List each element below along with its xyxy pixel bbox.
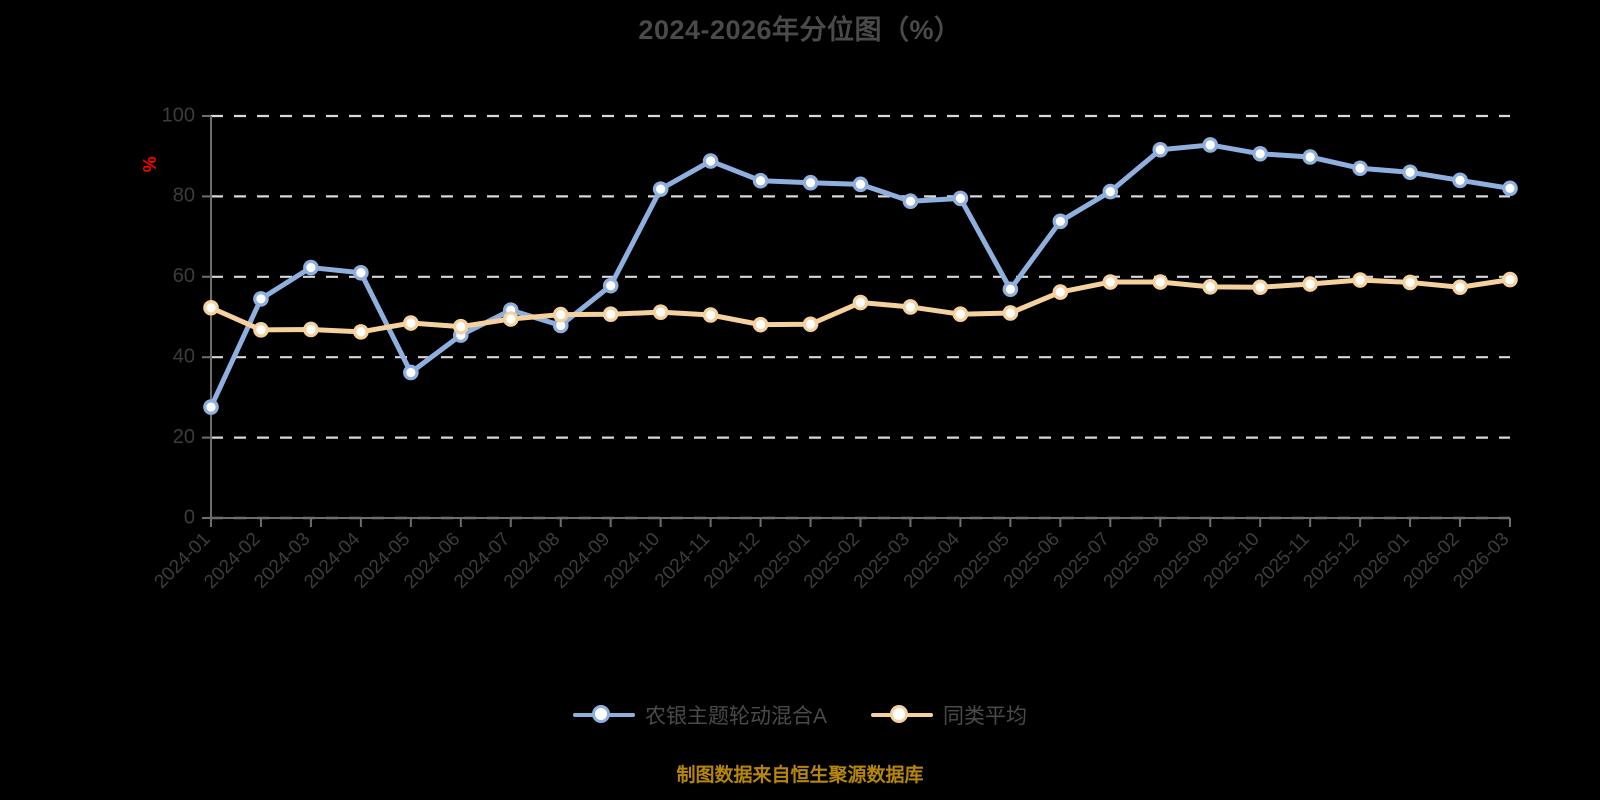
data-point[interactable] (702, 307, 719, 323)
data-point[interactable] (1502, 180, 1518, 197)
data-point[interactable] (902, 299, 919, 315)
data-point[interactable] (602, 277, 619, 294)
legend-dot-icon (890, 705, 908, 723)
x-tick-label: 2025-10 (1200, 529, 1264, 593)
data-point[interactable] (1252, 279, 1268, 296)
data-point[interactable] (1502, 271, 1518, 288)
data-point[interactable] (902, 193, 919, 210)
data-point[interactable] (453, 318, 469, 335)
data-point[interactable] (403, 315, 419, 331)
data-point[interactable] (353, 324, 369, 340)
data-point[interactable] (1202, 279, 1219, 295)
data-point[interactable] (952, 306, 969, 322)
data-point[interactable] (852, 176, 869, 193)
data-point[interactable] (1452, 172, 1468, 189)
data-point[interactable] (1352, 160, 1368, 177)
series-lines-group (203, 137, 1518, 415)
data-point[interactable] (303, 321, 319, 338)
legend-item-1[interactable]: 同类平均 (871, 700, 1027, 730)
legend-label: 农银主题轮动混合A (644, 705, 827, 728)
data-point[interactable] (702, 153, 719, 169)
data-point[interactable] (1152, 141, 1169, 158)
data-point[interactable] (1002, 305, 1019, 321)
data-point[interactable] (1052, 284, 1069, 300)
data-point[interactable] (852, 294, 869, 311)
y-tick-label: 100 (162, 104, 195, 126)
data-point[interactable] (403, 364, 419, 381)
data-point[interactable] (203, 299, 219, 316)
data-point[interactable] (752, 172, 769, 189)
data-point[interactable] (253, 291, 269, 307)
y-tick-label: 60 (173, 265, 195, 287)
chart-legend: 农银主题轮动混合A 同类平均 (0, 700, 1600, 730)
legend-item-0[interactable]: 农银主题轮动混合A (572, 700, 827, 730)
y-tick-label: 40 (173, 345, 195, 367)
data-point[interactable] (652, 181, 669, 197)
data-point[interactable] (1002, 281, 1019, 298)
data-point[interactable] (203, 399, 219, 415)
data-point[interactable] (253, 322, 269, 338)
legend-label: 同类平均 (943, 705, 1027, 728)
data-point[interactable] (1302, 149, 1318, 165)
footer-source-note: 制图数据来自恒生聚源数据库 (676, 765, 924, 786)
data-point[interactable] (1202, 137, 1219, 153)
data-point[interactable] (1102, 274, 1119, 290)
data-point[interactable] (1252, 145, 1268, 162)
legend-dot-icon (591, 705, 610, 723)
y-axis-unit-label: % (140, 156, 160, 172)
axis-lines-group (210, 116, 1510, 519)
data-point[interactable] (552, 306, 569, 323)
data-point[interactable] (752, 316, 769, 333)
data-point[interactable] (602, 306, 619, 322)
data-point[interactable] (652, 304, 669, 320)
y-tick-label: 80 (173, 185, 195, 207)
data-point[interactable] (1402, 164, 1418, 181)
gridlines-group (211, 114, 1510, 520)
data-point[interactable] (1152, 274, 1169, 290)
data-point[interactable] (353, 264, 369, 281)
x-axis-ticks-group: 2024-012024-022024-032024-042024-052024-… (150, 518, 1514, 593)
data-point[interactable] (1052, 213, 1069, 230)
legend-marker-icon (572, 702, 635, 728)
data-point[interactable] (1302, 276, 1318, 292)
y-tick-label: 0 (184, 506, 195, 528)
data-point[interactable] (802, 174, 819, 191)
legend-marker-icon (871, 702, 933, 728)
data-point[interactable] (1102, 183, 1119, 200)
data-point[interactable] (802, 316, 819, 333)
data-point[interactable] (1402, 274, 1418, 291)
y-axis-ticks-group: 0 20 40 60 80 100 (162, 104, 211, 528)
chart-plot-area: 0 20 40 60 80 100 2024-012024-022024-032024-0… (140, 104, 1518, 593)
data-point[interactable] (303, 259, 319, 276)
x-tick-label: 2024-10 (600, 529, 664, 593)
data-point[interactable] (952, 190, 969, 207)
data-point[interactable] (1352, 272, 1368, 288)
chart-title: 2024-2026年分位图（%） (638, 15, 962, 45)
data-point[interactable] (1452, 279, 1468, 296)
y-tick-label: 20 (173, 426, 195, 448)
y-axis-unit-group: % (140, 156, 160, 172)
x-tick-label: 2026-03 (1449, 529, 1513, 593)
data-point[interactable] (502, 311, 519, 327)
